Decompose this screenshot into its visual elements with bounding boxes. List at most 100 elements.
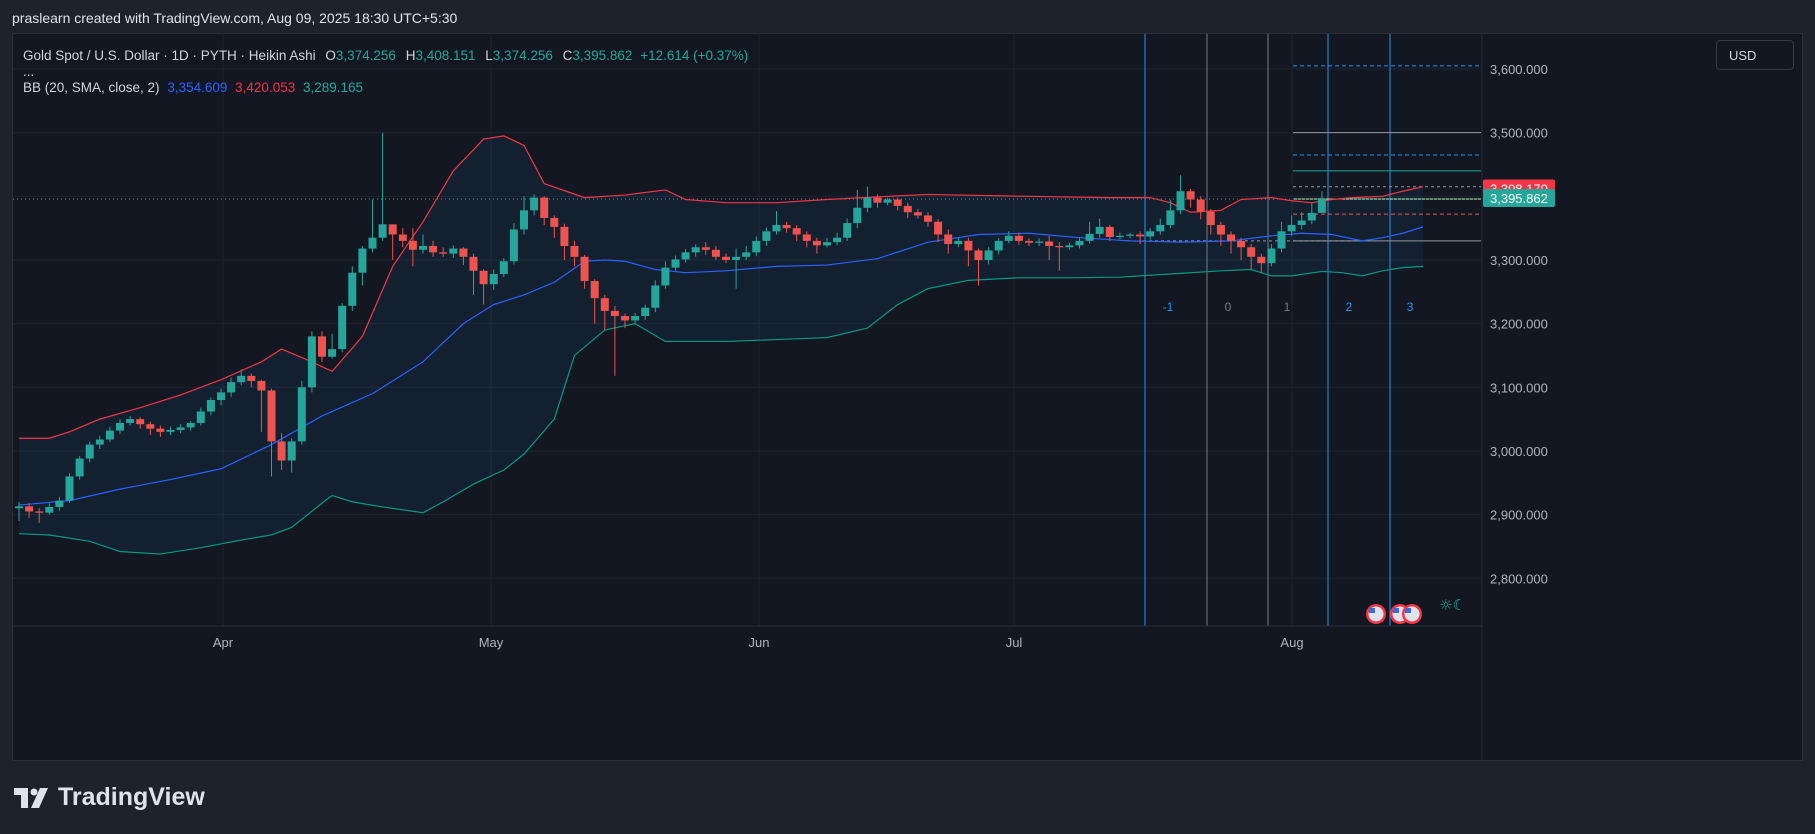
candle-body (388, 224, 397, 235)
candle (762, 227, 771, 246)
cycle-label: 0 (1225, 300, 1232, 314)
candle (307, 331, 316, 393)
candle-body (924, 215, 932, 222)
candle-body (964, 240, 973, 251)
bb-upper-line (19, 135, 1424, 439)
candle-body (217, 392, 225, 401)
tradingview-logo-icon (14, 787, 48, 808)
candle (136, 417, 145, 429)
candle (1166, 199, 1175, 229)
open-label: O (325, 48, 336, 63)
candle-body (984, 250, 993, 260)
candle-body (661, 267, 670, 286)
candle (621, 313, 629, 329)
candle (732, 248, 741, 289)
candle-body (1065, 245, 1074, 248)
candle-body (136, 419, 145, 425)
candle (15, 501, 23, 521)
change-value: +12.614 (+0.37%) (640, 48, 749, 63)
candle (600, 294, 609, 330)
dividends-icon: ☼☾ (1439, 596, 1466, 614)
candle-body (45, 506, 54, 513)
candle-body (1196, 199, 1205, 212)
candle-body (126, 419, 135, 423)
candle-body (156, 428, 165, 432)
candle (1146, 228, 1155, 240)
candle (378, 132, 387, 241)
candle-body (196, 411, 205, 423)
candle-body (1105, 226, 1114, 238)
economic-event-flag-icon (1402, 604, 1422, 624)
cycle-label: 2 (1346, 300, 1353, 314)
candle (1004, 231, 1013, 244)
candle (1136, 231, 1145, 245)
candle (489, 269, 498, 290)
candle (994, 238, 1003, 255)
candle (701, 242, 710, 255)
legend-more-button[interactable]: ... (23, 64, 35, 79)
candle (459, 247, 468, 266)
candle-body (863, 197, 872, 208)
time-tick-label: Jul (1006, 635, 1023, 650)
flag-canton (1393, 608, 1399, 613)
candle (45, 503, 54, 515)
candle-body (883, 199, 892, 203)
price-chart[interactable]: -1 0 1 2 3 ☼☾ 2,800.000 2,900.000 3,000.000 3,100… (13, 34, 1802, 760)
candle-body (1085, 233, 1094, 241)
candle (944, 229, 953, 254)
price-label-text: 3,395.862 (1490, 191, 1548, 206)
candle (176, 424, 185, 434)
candle-body (398, 234, 407, 241)
economic-event-flag-icon (1366, 604, 1386, 624)
close-value: 3,395.862 (572, 48, 633, 63)
currency-selector[interactable]: USD (1716, 40, 1794, 70)
price-tick-label: 2,900.000 (1490, 508, 1548, 523)
candle (722, 253, 730, 264)
candle (419, 234, 427, 254)
brand-name: TradingView (58, 783, 205, 811)
chart-frame[interactable]: -1 0 1 2 3 ☼☾ 2,800.000 2,900.000 3,000.000 3,100… (12, 33, 1803, 761)
candle-body (873, 197, 882, 203)
candle (65, 473, 74, 504)
candle (1277, 221, 1286, 253)
candle (1317, 191, 1326, 213)
open-value: 3,374.256 (335, 48, 396, 63)
candle-body (903, 205, 912, 213)
bb-indicator-label[interactable]: BB (20, SMA, close, 2) (23, 80, 160, 95)
candle (398, 228, 407, 248)
cycle-label: 1 (1284, 300, 1291, 314)
low-label: L (485, 48, 493, 63)
candle-body (55, 500, 64, 507)
candle-body (1014, 235, 1023, 241)
bb-line: BB (20, SMA, close, 2) 3,354.609 3,420.0… (23, 78, 748, 98)
candle (1105, 224, 1114, 241)
price-tick-label: 3,100.000 (1490, 380, 1548, 395)
candle (85, 441, 94, 463)
candle-body (287, 441, 296, 461)
candle-body (934, 221, 943, 235)
candle (257, 379, 266, 432)
candle-body (166, 429, 175, 432)
candle (570, 240, 579, 267)
price-tick-label: 3,200.000 (1490, 317, 1548, 332)
candle (95, 435, 104, 450)
tradingview-brand[interactable]: TradingView (14, 783, 205, 812)
candle (812, 237, 821, 254)
candle (247, 373, 256, 388)
candle (661, 261, 670, 289)
candle-body (560, 226, 569, 246)
candle-body (469, 256, 478, 271)
candle-body (267, 390, 276, 442)
flag-canton (1405, 608, 1411, 613)
candle-body (1206, 211, 1215, 225)
candle (126, 415, 135, 426)
candle (1196, 196, 1205, 220)
candle (641, 304, 650, 320)
symbol-title[interactable]: Gold Spot / U.S. Dollar · 1D · PYTH · He… (23, 48, 316, 63)
candle-body (762, 231, 771, 241)
candle (217, 388, 225, 406)
candle-body (1297, 220, 1306, 225)
candle (227, 377, 236, 397)
candle-body (489, 273, 498, 285)
candle (873, 194, 882, 208)
